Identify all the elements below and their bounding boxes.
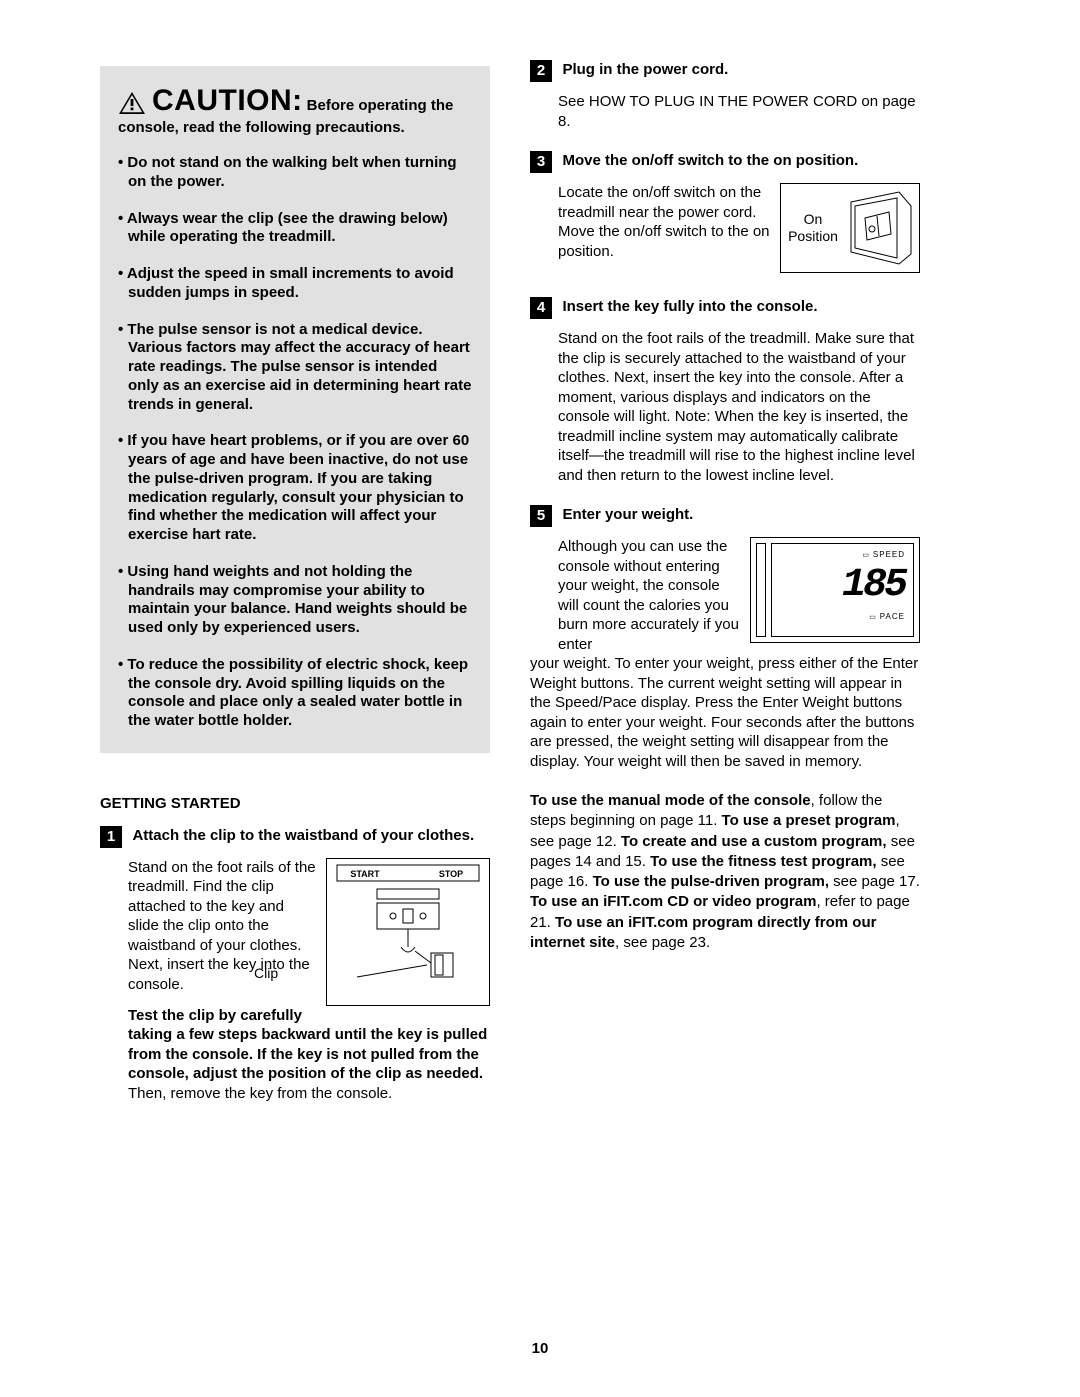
lcd-speed-label: SPEED — [780, 550, 905, 560]
switch-on-label: On — [781, 211, 845, 228]
mode-ifit-web-text: , see page 23. — [615, 934, 710, 951]
step-1-bold: Test the clip by carefully taking a few … — [128, 1007, 487, 1083]
mode-pulse-text: see page 17. — [829, 873, 920, 890]
switch-figure: On Position — [780, 183, 920, 273]
caution-word: CAUTION: — [152, 84, 303, 117]
bullet-1: Do not stand on the walking belt when tu… — [118, 154, 472, 192]
step-number-5: 5 — [530, 505, 552, 527]
step-4-body: Stand on the foot rails of the treadmill… — [558, 329, 920, 485]
step-4: 4 Insert the key fully into the console.… — [530, 297, 920, 485]
switch-label-block: On Position — [781, 211, 845, 245]
step-5-text1: Although you can use the console without… — [558, 538, 739, 653]
manual-page: CAUTION: Before operating the console, r… — [0, 0, 1080, 1397]
step-3-title: Move the on/off switch to the on positio… — [562, 152, 858, 169]
right-column: 2 Plug in the power cord. See HOW TO PLU… — [530, 56, 920, 1123]
mode-manual-bold: To use the manual mode of the console — [530, 792, 811, 809]
step-2-title: Plug in the power cord. — [562, 61, 728, 78]
step-number-1: 1 — [100, 826, 122, 848]
step-1-continuation: Test the clip by carefully taking a few … — [128, 1006, 490, 1104]
step-4-title: Insert the key fully into the console. — [562, 298, 817, 315]
bullet-4: The pulse sensor is not a medical device… — [118, 321, 472, 415]
getting-started-title: GETTING STARTED — [100, 795, 490, 812]
step-number-3: 3 — [530, 151, 552, 173]
caution-rest: Before operating the — [307, 98, 454, 115]
warning-triangle-icon — [118, 91, 146, 120]
page-number: 10 — [0, 1340, 1080, 1357]
step-3-text: Locate the on/off switch on the treadmil… — [558, 184, 770, 260]
mode-fitness-bold: To use the fitness test program, — [650, 853, 876, 870]
bullet-3: Adjust the speed in small increments to … — [118, 265, 472, 303]
step-number-2: 2 — [530, 60, 552, 82]
two-column-layout: CAUTION: Before operating the console, r… — [100, 56, 980, 1123]
step-3: 3 Move the on/off switch to the on posit… — [530, 151, 920, 277]
svg-text:STOP: STOP — [439, 869, 463, 879]
mode-preset-bold: To use a preset program — [722, 812, 896, 829]
step-1-after: Then, remove the key from the console. — [128, 1085, 392, 1102]
switch-position-label: Position — [781, 228, 845, 245]
mode-custom-bold: To create and use a custom program, — [621, 833, 887, 850]
step-2-body: See HOW TO PLUG IN THE POWER CORD on pag… — [558, 92, 920, 131]
left-column: CAUTION: Before operating the console, r… — [100, 56, 490, 1123]
step-1-lead: Stand on the foot rails of the treadmill… — [128, 859, 316, 993]
svg-text:START: START — [350, 869, 380, 879]
step-1-title: Attach the clip to the waistband of your… — [132, 827, 474, 844]
step-5-continuation: your weight. To enter your weight, press… — [530, 654, 920, 771]
lcd-pace-label: PACE — [780, 612, 905, 622]
bullet-6: Using hand weights and not holding the h… — [118, 563, 472, 638]
bullet-7: To reduce the possibility of electric sh… — [118, 656, 472, 731]
step-5-body: SPEED 185 PACE Although you can use the … — [558, 537, 920, 654]
bullet-5: If you have heart problems, or if you ar… — [118, 432, 472, 545]
step-number-4: 4 — [530, 297, 552, 319]
clip-figure: START STOP — [326, 858, 490, 1006]
step-1-body: START STOP — [128, 858, 490, 1010]
caution-bullets: Do not stand on the walking belt when tu… — [118, 154, 472, 731]
step-5: 5 Enter your weight. SPEED 185 PACE — [530, 505, 920, 771]
caution-header: CAUTION: Before operating the — [118, 84, 472, 117]
lcd-figure: SPEED 185 PACE — [750, 537, 920, 643]
modes-paragraph: To use the manual mode of the console, f… — [530, 791, 920, 953]
bullet-2: Always wear the clip (see the drawing be… — [118, 210, 472, 248]
switch-icon — [845, 188, 915, 268]
mode-pulse-bold: To use the pulse-driven program, — [593, 873, 829, 890]
step-1: 1 Attach the clip to the waistband of yo… — [100, 826, 490, 1104]
step-2: 2 Plug in the power cord. See HOW TO PLU… — [530, 60, 920, 131]
step-3-body: On Position Locate the on/off switch on … — [558, 183, 920, 277]
caution-line2: console, read the following precautions. — [118, 119, 472, 136]
mode-ifit-cd-bold: To use an iFIT.com CD or video program — [530, 893, 816, 910]
step-5-title: Enter your weight. — [562, 506, 693, 523]
lcd-value: 185 — [780, 566, 905, 606]
caution-box: CAUTION: Before operating the console, r… — [100, 66, 490, 753]
